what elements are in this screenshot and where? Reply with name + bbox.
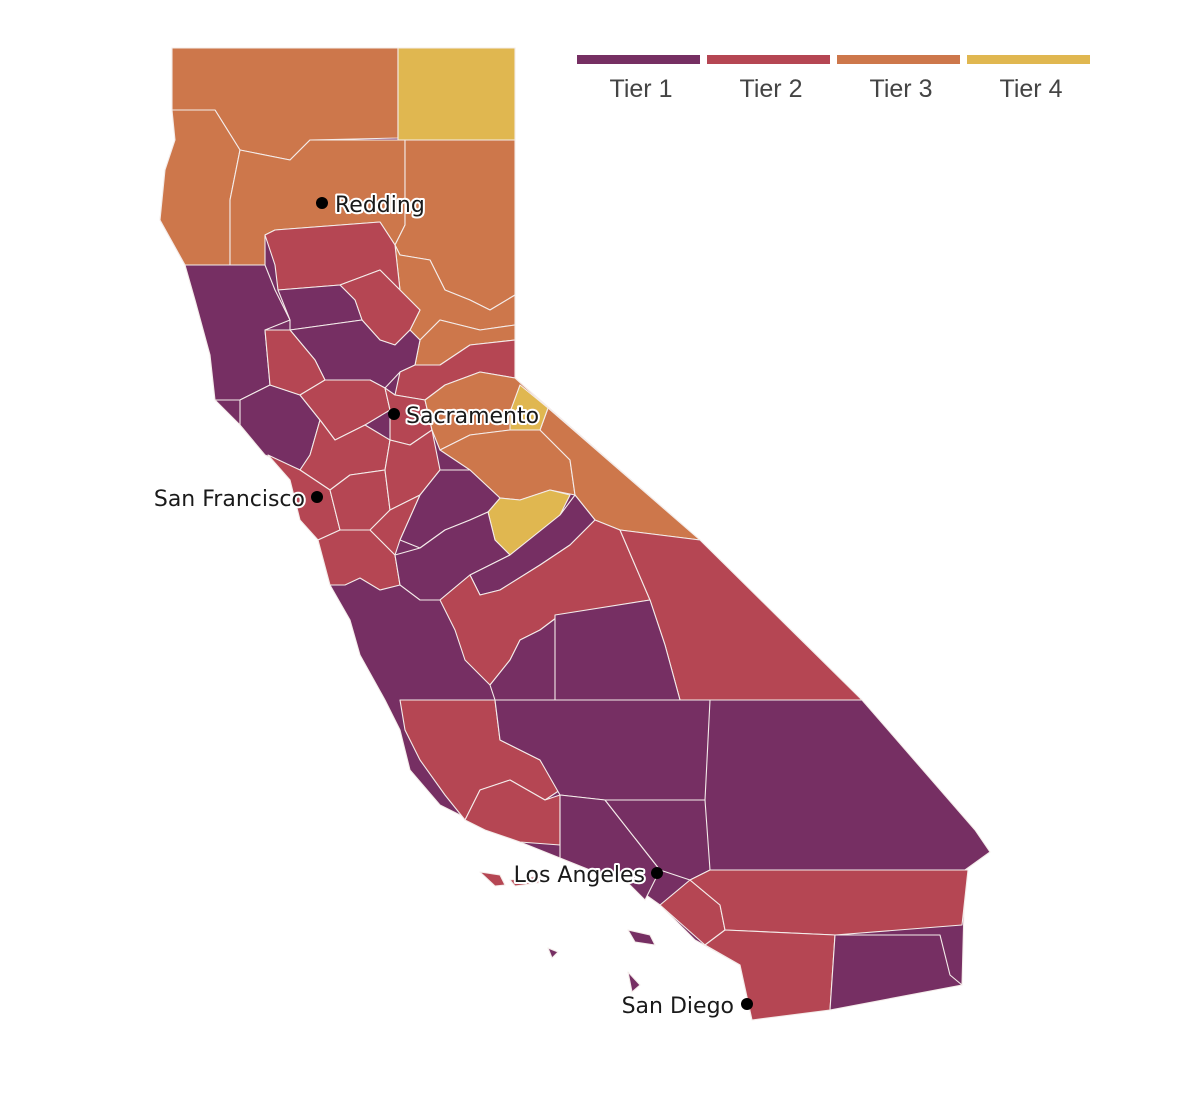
county	[829, 934, 963, 1011]
legend-swatch-tier-2	[707, 55, 830, 64]
legend-swatch-tier-1	[577, 55, 700, 64]
island	[627, 971, 641, 993]
legend-swatch-tier-3	[837, 55, 960, 64]
city-label-los-angeles: Los Angeles	[514, 863, 645, 888]
county	[554, 599, 681, 701]
city-dot-redding	[316, 197, 328, 209]
county	[509, 384, 549, 431]
legend-label-tier-3: Tier 3	[870, 75, 933, 103]
city-dot-san-francisco	[311, 491, 323, 503]
city-markers: Redding Sacramento San Francisco Los Ang…	[152, 191, 753, 1021]
legend-swatch-tier-4	[967, 55, 1090, 64]
city-label-redding: Redding	[335, 193, 425, 218]
city-label-sacramento: Sacramento	[406, 404, 539, 429]
island	[547, 947, 559, 959]
city-dot-los-angeles	[651, 867, 663, 879]
county	[159, 109, 241, 266]
county	[689, 869, 969, 936]
city-dot-sacramento	[388, 408, 400, 420]
county	[397, 47, 516, 141]
legend-label-tier-1: Tier 1	[610, 75, 673, 103]
county	[317, 529, 401, 591]
city-dot-san-diego	[741, 998, 753, 1010]
city-label-san-francisco: San Francisco	[154, 487, 305, 512]
city-label-san-diego: San Diego	[622, 994, 734, 1019]
island	[627, 929, 656, 946]
legend: Tier 1 Tier 2 Tier 3 Tier 4	[577, 55, 1090, 103]
island	[509, 875, 546, 887]
legend-label-tier-2: Tier 2	[740, 75, 803, 103]
island	[479, 871, 506, 887]
county	[394, 511, 511, 601]
legend-label-tier-4: Tier 4	[1000, 75, 1063, 103]
